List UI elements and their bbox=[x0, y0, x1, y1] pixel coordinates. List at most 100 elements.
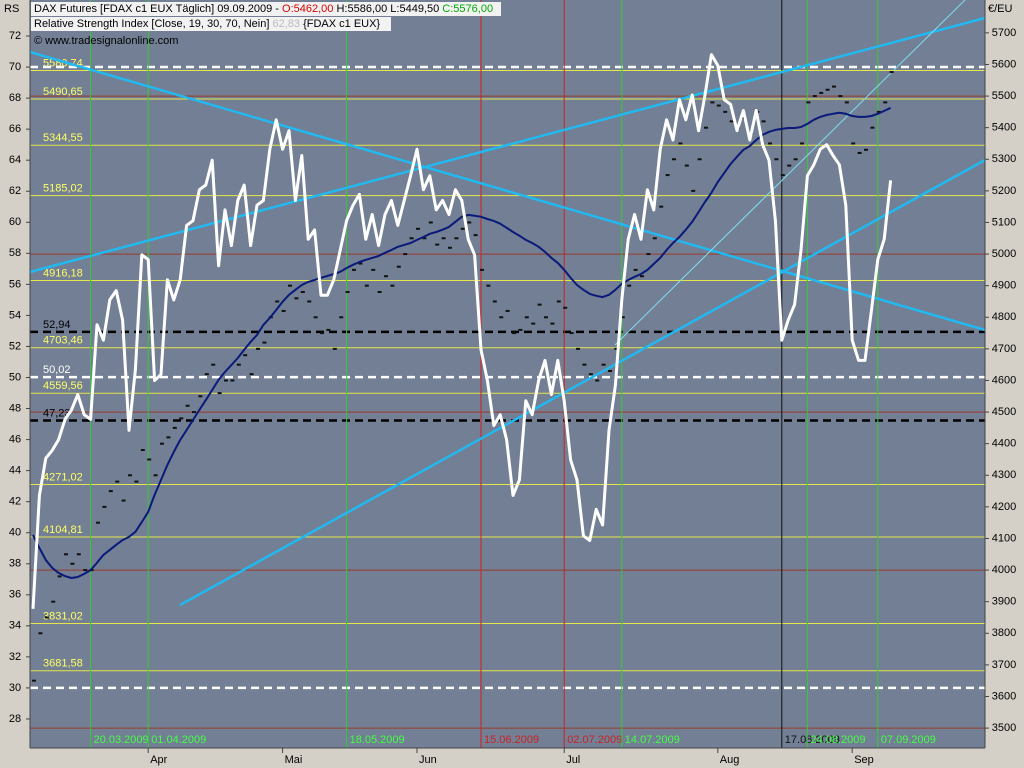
level-label: 5185,02 bbox=[43, 183, 83, 195]
y2-tick-label: 5500 bbox=[992, 90, 1016, 102]
level-label: 5580,74 bbox=[43, 57, 83, 69]
y2-tick-label: 5600 bbox=[992, 58, 1016, 70]
level-label: 4104,81 bbox=[43, 524, 83, 536]
header-box bbox=[31, 17, 391, 31]
y-tick-label: 34 bbox=[9, 620, 21, 632]
y-tick-label: 32 bbox=[9, 651, 21, 663]
axes: 28 30 32 34 36 38 40 42 44 46 48 50 52 54 56 58 60 62 64 66… bbox=[9, 27, 1016, 766]
y-tick-label: 66 bbox=[9, 123, 21, 135]
y-tick-label: 48 bbox=[9, 402, 21, 414]
y2-tick-label: 5000 bbox=[992, 248, 1016, 260]
y2-tick-label: 5700 bbox=[992, 27, 1016, 39]
marker-label: 20.03.2009 bbox=[94, 734, 149, 746]
y-tick-label: 58 bbox=[9, 247, 21, 259]
y2-tick-label: 4400 bbox=[992, 438, 1016, 450]
y-tick-label: 36 bbox=[9, 589, 21, 601]
y-tick-label: 42 bbox=[9, 496, 21, 508]
marker-label: 17.08.2009 bbox=[785, 734, 840, 746]
level-label: 3681,58 bbox=[43, 658, 83, 670]
level-label: 52,94 bbox=[43, 319, 71, 331]
level-label: 3831,02 bbox=[43, 610, 83, 622]
y-tick-label: 56 bbox=[9, 278, 21, 290]
y2-tick-label: 4100 bbox=[992, 532, 1016, 544]
indicator: Relative Strength Index [Close, 19, 30, … bbox=[34, 18, 269, 30]
level-label: 50,02 bbox=[43, 364, 71, 376]
x-tick-label: Mai bbox=[285, 754, 303, 766]
trend-lines bbox=[29, 0, 986, 607]
y2-tick-label: 3600 bbox=[992, 690, 1016, 702]
y-tick-label: 64 bbox=[9, 154, 21, 166]
header-line: DAX Futures [FDAX c1 EUX Täglich] 09.09.… bbox=[34, 3, 493, 15]
level-label: 4916,18 bbox=[43, 267, 83, 279]
y2-tick-label: 4900 bbox=[992, 280, 1016, 292]
y-tick-label: 50 bbox=[9, 371, 21, 383]
trend-line bbox=[29, 16, 986, 274]
series-line bbox=[32, 106, 892, 579]
y-tick-label: 70 bbox=[9, 61, 21, 73]
y2-tick-label: 5300 bbox=[992, 153, 1016, 165]
trend-line bbox=[614, 0, 966, 346]
y-tick-label: 68 bbox=[9, 92, 21, 104]
series-line bbox=[31, 53, 893, 609]
level-label: 5344,55 bbox=[43, 132, 83, 144]
y2-tick-label: 4000 bbox=[992, 564, 1016, 576]
header-box bbox=[31, 2, 501, 16]
y-tick-label: 54 bbox=[9, 309, 21, 321]
y2-tick-label: 4800 bbox=[992, 311, 1016, 323]
indicator-line: Relative Strength Index [Close, 19, 30, … bbox=[34, 18, 380, 30]
y2-tick-label: 3500 bbox=[992, 722, 1016, 734]
y2-tick-label: 4600 bbox=[992, 374, 1016, 386]
x-tick-label: Apr bbox=[150, 754, 167, 766]
level-label: 47,23 bbox=[43, 407, 71, 419]
grid bbox=[30, 95, 985, 729]
x-tick-label: Sep bbox=[854, 754, 874, 766]
copyright: © www.tradesignalonline.com bbox=[34, 35, 178, 47]
level-label: 5490,65 bbox=[43, 86, 83, 98]
y-tick-label: 30 bbox=[9, 682, 21, 694]
corner-left: RS bbox=[4, 3, 19, 15]
marker-label: 15.06.2009 bbox=[484, 734, 539, 746]
markers: 20.03.2009 01.04.2009 18.05.2009 15.06.2009… bbox=[90, 0, 936, 748]
corner-right: €/EU bbox=[988, 3, 1013, 15]
instrument: DAX Futures [FDAX c1 EUX Täglich] 09.09.… bbox=[34, 3, 279, 15]
high: H:5586,00 bbox=[336, 3, 387, 15]
y-tick-label: 40 bbox=[9, 527, 21, 539]
x-tick-label: Jul bbox=[566, 754, 580, 766]
level-label: 4271,02 bbox=[43, 471, 83, 483]
open: O:5462,00 bbox=[282, 3, 333, 15]
y2-tick-label: 5400 bbox=[992, 122, 1016, 134]
marker-label: 07.09.2009 bbox=[881, 734, 936, 746]
low: L:5449,50 bbox=[390, 3, 439, 15]
y-tick-label: 28 bbox=[9, 713, 21, 725]
trend-line bbox=[29, 50, 986, 332]
indicator-source: {FDAX c1 EUX} bbox=[303, 18, 380, 30]
y-tick-label: 52 bbox=[9, 340, 21, 352]
y2-tick-label: 4500 bbox=[992, 406, 1016, 418]
x-tick-label: Aug bbox=[720, 754, 740, 766]
y2-tick-label: 3700 bbox=[992, 659, 1016, 671]
marker-label: 02.07.2009 bbox=[567, 734, 622, 746]
y-tick-label: 46 bbox=[9, 433, 21, 445]
level-label: 4559,56 bbox=[43, 380, 83, 392]
y-tick-label: 62 bbox=[9, 185, 21, 197]
trend-line bbox=[179, 158, 986, 607]
marker-label: 14.07.2009 bbox=[625, 734, 680, 746]
level-label: 4703,46 bbox=[43, 335, 83, 347]
y2-tick-label: 3800 bbox=[992, 627, 1016, 639]
y2-tick-label: 3900 bbox=[992, 596, 1016, 608]
y2-tick-label: 5100 bbox=[992, 216, 1016, 228]
y2-tick-label: 4700 bbox=[992, 343, 1016, 355]
y-tick-label: 60 bbox=[9, 216, 21, 228]
y2-tick-label: 4300 bbox=[992, 469, 1016, 481]
series bbox=[31, 53, 894, 682]
y-tick-label: 44 bbox=[9, 465, 21, 477]
y2-tick-label: 5200 bbox=[992, 185, 1016, 197]
y-tick-label: 72 bbox=[9, 30, 21, 42]
y2-tick-label: 4200 bbox=[992, 501, 1016, 513]
indicator-value: 62,83 bbox=[272, 18, 300, 30]
marker-label: 01.04.2009 bbox=[151, 734, 206, 746]
close: C:5576,00 bbox=[442, 3, 493, 15]
x-tick-label: Jun bbox=[419, 754, 437, 766]
